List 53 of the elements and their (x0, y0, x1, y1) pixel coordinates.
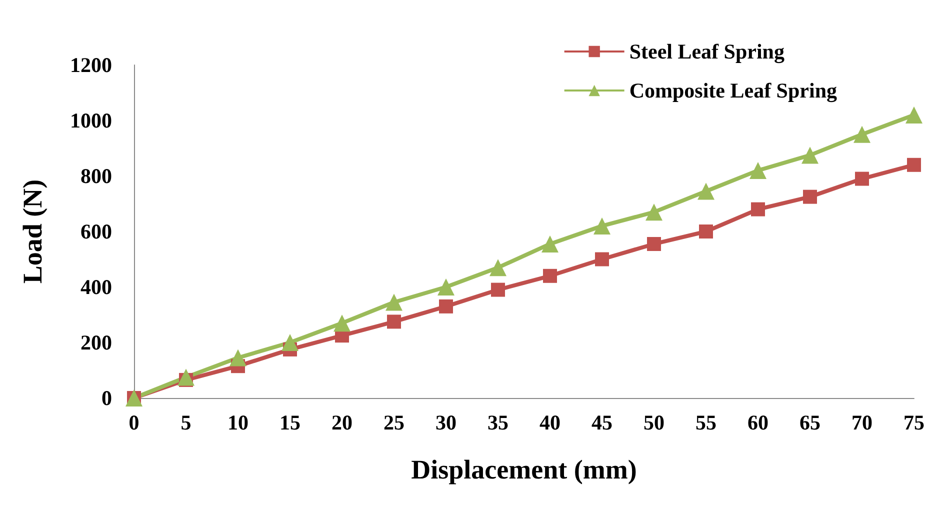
point (282, 334, 298, 351)
x-tick-label: 70 (852, 410, 872, 434)
point (543, 268, 557, 283)
point (491, 282, 505, 297)
point (334, 314, 350, 332)
point (178, 368, 194, 386)
point (594, 217, 610, 234)
y-tick-label: 200 (80, 330, 112, 354)
point (438, 278, 454, 296)
x-axis-title: Displacement (mm) (411, 454, 637, 484)
point (750, 162, 766, 179)
point (230, 349, 246, 366)
legend-label: Steel Leaf Spring (629, 40, 785, 64)
x-tick-label: 15 (280, 410, 300, 434)
point (386, 294, 402, 311)
y-tick-label: 1000 (70, 108, 112, 132)
x-tick-label: 60 (748, 410, 768, 434)
x-tick-label: 55 (696, 410, 716, 434)
x-tick-label: 65 (800, 410, 820, 434)
point (647, 236, 661, 251)
legend-label: Composite Leaf Spring (629, 78, 838, 102)
y-tick-label: 800 (80, 164, 112, 188)
point (854, 126, 870, 143)
y-tick-label: 600 (80, 220, 112, 244)
x-tick-label: 50 (644, 410, 664, 434)
x-tick-label: 45 (592, 410, 612, 434)
point (855, 172, 869, 186)
x-tick-label: 10 (228, 410, 248, 434)
point (646, 204, 662, 221)
x-tick-label: 25 (384, 410, 404, 434)
y-axis-title: Load (N) (18, 179, 48, 284)
y-tick-label: 0 (102, 386, 112, 410)
point (698, 182, 714, 200)
x-tick-label: 30 (436, 410, 456, 434)
point (439, 299, 453, 314)
point (751, 202, 765, 216)
x-tick-label: 35 (488, 410, 508, 434)
point (387, 314, 401, 329)
x-tick-label: 40 (540, 410, 560, 434)
point (699, 224, 713, 238)
point (803, 190, 817, 204)
x-tick-label: 75 (904, 410, 924, 434)
y-tick-label: 1200 (70, 53, 112, 77)
x-tick-label: 5 (180, 410, 192, 434)
x-tick-label: 20 (332, 410, 352, 434)
x-tick-label: 0 (128, 410, 140, 434)
point (906, 106, 922, 124)
y-tick-label: 400 (80, 275, 112, 299)
point (907, 158, 921, 172)
point (802, 146, 818, 164)
point (490, 259, 506, 276)
point (542, 235, 558, 252)
point (595, 252, 609, 266)
